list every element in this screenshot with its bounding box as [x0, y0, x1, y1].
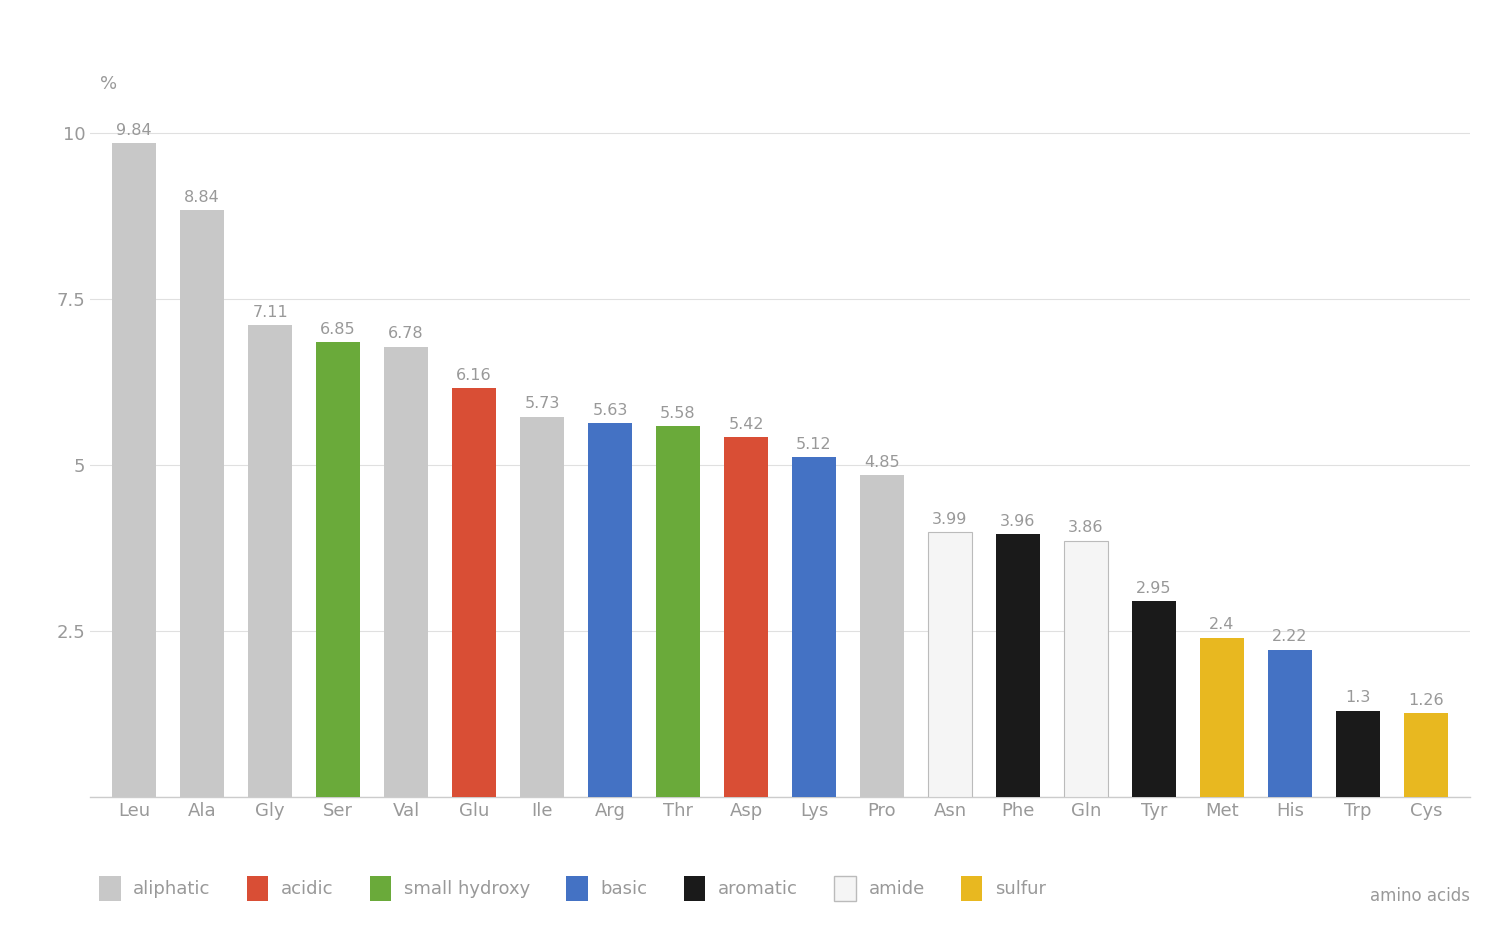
Text: 6.16: 6.16 [456, 367, 492, 382]
Text: 5.73: 5.73 [525, 396, 560, 411]
Legend: aliphatic, acidic, small hydroxy, basic, aromatic, amide, sulfur: aliphatic, acidic, small hydroxy, basic,… [99, 876, 1046, 902]
Bar [1200, 638, 1243, 797]
Bar [1404, 714, 1447, 797]
Bar [384, 346, 427, 797]
Bar [928, 532, 972, 797]
Text: 5.12: 5.12 [796, 437, 832, 452]
Text: 6.85: 6.85 [321, 322, 356, 337]
Text: 7.11: 7.11 [252, 305, 288, 320]
Bar [452, 388, 497, 797]
Text: 2.95: 2.95 [1136, 581, 1172, 596]
Text: 3.96: 3.96 [1000, 513, 1035, 529]
Bar [859, 474, 904, 797]
Text: 1.26: 1.26 [1408, 693, 1443, 708]
Text: 3.86: 3.86 [1068, 520, 1104, 535]
Bar [316, 342, 360, 797]
Text: 2.4: 2.4 [1209, 618, 1234, 632]
Text: 2.22: 2.22 [1272, 629, 1308, 644]
Bar [180, 210, 225, 797]
Text: 1.3: 1.3 [1346, 691, 1371, 705]
Text: 9.84: 9.84 [117, 123, 152, 139]
Text: %: % [100, 75, 117, 93]
Bar [1268, 650, 1312, 797]
Bar [996, 534, 1039, 797]
Bar [724, 437, 768, 797]
Bar [792, 457, 836, 797]
Text: 3.99: 3.99 [933, 512, 968, 527]
Text: 5.42: 5.42 [729, 417, 764, 432]
Text: amino acids: amino acids [1370, 886, 1470, 904]
Text: 6.78: 6.78 [388, 326, 424, 342]
Text: 5.63: 5.63 [592, 402, 627, 418]
Text: 8.84: 8.84 [184, 190, 220, 205]
Bar [588, 423, 632, 797]
Bar [520, 417, 564, 797]
Text: 5.58: 5.58 [660, 406, 696, 421]
Bar [112, 143, 156, 797]
Bar [248, 325, 292, 797]
Bar [1064, 541, 1108, 797]
Text: 4.85: 4.85 [864, 455, 900, 470]
Bar [1335, 711, 1380, 797]
Bar [1132, 602, 1176, 797]
Bar [656, 426, 700, 797]
